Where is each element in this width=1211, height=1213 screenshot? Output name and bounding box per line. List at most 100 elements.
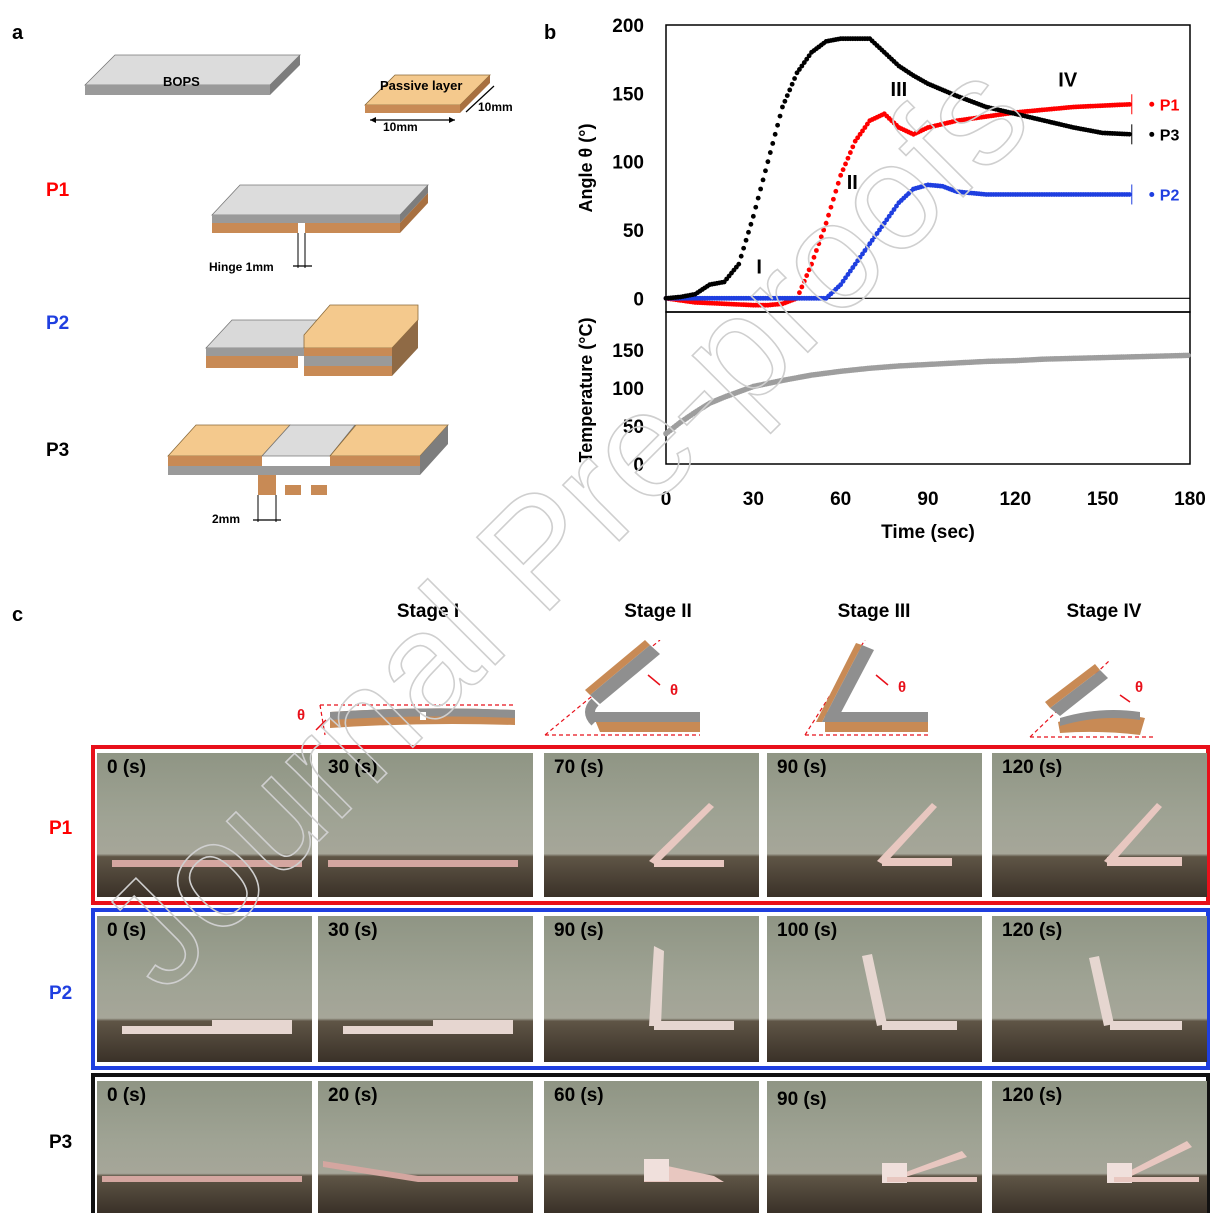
data-point-p3 xyxy=(748,221,754,227)
stage-i-theta: θ xyxy=(297,707,305,724)
data-point-p2 xyxy=(857,254,863,260)
data-point-p2 xyxy=(886,213,892,219)
temperature-data-point xyxy=(1185,352,1191,359)
stage-label: III xyxy=(891,79,908,101)
temperature-y-axis-label: Temperature (°C) xyxy=(576,318,596,463)
p2-schematic-label: P2 xyxy=(46,313,70,334)
p2-photo-frame: 100 (s) xyxy=(767,916,982,1062)
panel-a-schematic xyxy=(84,54,495,522)
data-point-p2 xyxy=(867,241,873,247)
depth-dimension-label: 10mm xyxy=(478,100,513,114)
data-point-p3 xyxy=(792,76,797,81)
data-point-p2 xyxy=(847,268,853,274)
data-point-p3 xyxy=(784,93,790,99)
data-point-p3 xyxy=(765,159,771,165)
p3-photo-frame: 90 (s) xyxy=(767,1081,982,1213)
data-point-p1 xyxy=(830,196,836,202)
data-point-p1 xyxy=(855,135,861,141)
p3-photo-row: 0 (s) 20 (s) 60 (s) 90 (s) 120 (s) xyxy=(91,1073,1210,1213)
p1-photo-frame: 70 (s) xyxy=(544,753,759,897)
data-point-p1 xyxy=(1126,101,1132,107)
p2-photo-frame: 0 (s) xyxy=(97,916,312,1062)
p2-frame-time-label: 100 (s) xyxy=(777,920,838,941)
data-point-p1 xyxy=(804,273,810,278)
stage-i-diagram: θ xyxy=(297,704,515,736)
temperature-plot-frame xyxy=(665,311,1191,465)
data-point-p1 xyxy=(833,188,839,194)
data-point-p1 xyxy=(816,241,822,247)
data-point-p3 xyxy=(760,177,766,183)
data-point-p1 xyxy=(843,161,848,167)
time-x-tick-label: 90 xyxy=(917,489,938,510)
p1-frame-time-label: 70 (s) xyxy=(554,757,604,778)
data-point-p3 xyxy=(770,141,776,146)
series-label-p3: P3 xyxy=(1160,127,1180,144)
p1-photo-frame: 90 (s) xyxy=(767,753,982,897)
angle-y-tick-label: 50 xyxy=(623,221,644,242)
data-point-p2 xyxy=(879,224,885,229)
p2-frame-time-label: 0 (s) xyxy=(107,920,147,941)
data-point-p3 xyxy=(753,204,759,210)
gap-label: 2mm xyxy=(212,512,241,526)
data-point-p3 xyxy=(782,98,788,104)
stage-iv-title: Stage IV xyxy=(1066,601,1142,622)
time-x-tick-label: 120 xyxy=(999,489,1031,510)
stage-ii-title: Stage II xyxy=(624,601,692,622)
panel-c-letter: c xyxy=(12,604,24,626)
data-point-p2 xyxy=(872,234,878,240)
time-x-tick-label: 30 xyxy=(743,489,764,510)
time-x-tick-label: 0 xyxy=(661,489,672,510)
bops-label: BOPS xyxy=(163,74,200,89)
stage-i-title: Stage I xyxy=(396,601,460,622)
data-point-p1 xyxy=(818,234,824,240)
angle-y-axis-label: Angle θ (°) xyxy=(576,124,596,213)
stage-iii-theta: θ xyxy=(898,679,906,696)
data-point-p2 xyxy=(877,227,882,233)
p1-schematic xyxy=(211,184,429,268)
data-point-p2 xyxy=(860,251,865,257)
data-point-p3 xyxy=(775,122,780,128)
data-point-p1 xyxy=(864,121,870,127)
data-point-p1 xyxy=(835,180,841,186)
data-point-p3 xyxy=(804,56,810,62)
data-point-p1 xyxy=(860,128,865,134)
p3-frame-time-label: 20 (s) xyxy=(328,1085,378,1106)
data-point-p2 xyxy=(889,210,895,216)
data-point-p1 xyxy=(862,125,868,130)
angle-y-tick-label: 0 xyxy=(633,289,644,310)
data-point-p3 xyxy=(758,186,764,192)
time-x-axis-label: Time (sec) xyxy=(881,522,975,543)
data-point-p3 xyxy=(794,70,800,76)
data-point-p2 xyxy=(862,248,868,253)
stage-ii-diagram: θ xyxy=(544,640,700,736)
p3-frame-time-label: 0 (s) xyxy=(107,1085,147,1106)
data-point-p2 xyxy=(894,203,899,209)
series-end-dot-p3 xyxy=(1149,131,1155,137)
data-point-p1 xyxy=(840,167,846,173)
data-point-p1 xyxy=(828,204,834,210)
data-point-p3 xyxy=(755,195,761,201)
data-point-p3 xyxy=(741,245,747,251)
data-point-p2 xyxy=(838,282,844,288)
bops-sheet xyxy=(84,54,301,95)
data-point-p3 xyxy=(1126,131,1132,137)
data-point-p1 xyxy=(799,284,805,290)
p3-photo-frame: 20 (s) xyxy=(318,1081,533,1213)
width-dimension-label: 10mm xyxy=(383,120,418,134)
data-point-p1 xyxy=(797,290,802,296)
time-x-tick-label: 150 xyxy=(1087,489,1119,510)
data-point-p1 xyxy=(821,227,827,233)
p1-photo-row-label: P1 xyxy=(49,818,73,839)
data-point-p1 xyxy=(852,138,858,144)
data-point-p1 xyxy=(826,212,831,218)
data-point-p2 xyxy=(852,261,858,267)
p1-photo-frame: 0 (s) xyxy=(97,753,312,897)
data-point-p3 xyxy=(736,261,742,267)
time-x-tick-label: 180 xyxy=(1174,489,1206,510)
angle-plot-frame xyxy=(665,24,1191,313)
data-point-p2 xyxy=(881,220,887,226)
stage-iii-title: Stage III xyxy=(837,601,911,622)
p1-frame-time-label: 0 (s) xyxy=(107,757,147,778)
p3-photo-frame: 120 (s) xyxy=(992,1081,1207,1213)
